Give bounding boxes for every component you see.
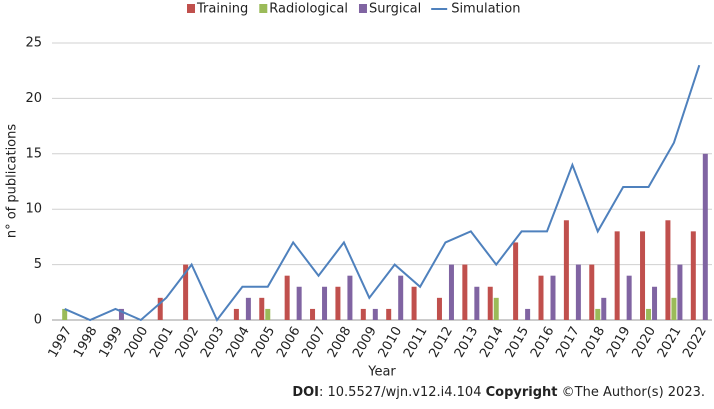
bar xyxy=(386,308,392,320)
x-tick-label: 1999 xyxy=(96,324,126,360)
y-tick-label: 15 xyxy=(25,146,42,161)
x-tick-label: 2021 xyxy=(655,324,685,360)
bar xyxy=(646,308,652,320)
bar xyxy=(448,264,454,320)
x-tick-label: 2010 xyxy=(376,324,406,360)
line xyxy=(64,64,701,322)
bar xyxy=(372,308,378,320)
y-tick-label: 20 xyxy=(25,91,42,106)
x-tick-label: 2007 xyxy=(299,324,329,360)
x-tick-label: 2008 xyxy=(325,324,355,360)
x-tick-label: 2022 xyxy=(680,324,710,360)
bar xyxy=(513,242,519,320)
x-tick-label: 2002 xyxy=(173,324,203,360)
bar xyxy=(601,297,607,320)
copyright-label: Copyright xyxy=(486,385,558,400)
bar xyxy=(589,264,595,320)
y-axis-label: n° of publications xyxy=(5,124,20,239)
bar xyxy=(335,286,341,320)
legend-swatch xyxy=(259,4,268,13)
bar xyxy=(259,297,265,320)
x-tick-label: 2015 xyxy=(503,324,533,360)
bar xyxy=(245,297,251,320)
bar xyxy=(296,286,302,320)
doi-label: DOI xyxy=(292,385,319,400)
bar xyxy=(614,231,620,320)
x-tick-label: 1997 xyxy=(46,324,76,360)
bar xyxy=(563,220,569,320)
bar xyxy=(183,264,189,320)
bar xyxy=(398,275,404,320)
x-tick-label: 2017 xyxy=(553,324,583,360)
copyright-text: ©The Author(s) 2023. xyxy=(558,385,705,400)
bar xyxy=(474,286,480,320)
legend-label: Surgical xyxy=(369,2,421,17)
bar xyxy=(411,286,417,320)
x-tick-label: 2012 xyxy=(426,324,456,360)
bar xyxy=(538,275,544,320)
bar xyxy=(436,297,442,320)
x-tick-label: 2018 xyxy=(579,324,609,360)
bar xyxy=(550,275,556,320)
bar xyxy=(652,286,658,320)
bar xyxy=(671,297,677,320)
legend-swatch xyxy=(187,4,195,13)
bar xyxy=(595,308,601,320)
y-tick-label: 5 xyxy=(34,257,42,272)
bar xyxy=(462,264,468,320)
bar xyxy=(347,275,353,320)
bar xyxy=(62,308,68,320)
bar xyxy=(310,308,316,320)
x-tick-label: 2005 xyxy=(249,324,279,360)
x-tick-label: 2001 xyxy=(147,324,177,360)
x-tick-label: 2000 xyxy=(122,324,152,360)
bar xyxy=(626,275,632,320)
legend-label: Training xyxy=(196,2,248,17)
bar xyxy=(690,231,696,320)
bar xyxy=(265,308,271,320)
x-tick-label: 2006 xyxy=(274,324,304,360)
y-tick-label: 10 xyxy=(25,202,42,217)
x-tick-label: 2013 xyxy=(452,324,482,360)
bar xyxy=(702,153,708,320)
legend-swatch xyxy=(358,4,367,13)
legend: Training Radiological Surgical Simulation xyxy=(187,2,520,17)
bar xyxy=(233,308,239,320)
x-tick-label: 2016 xyxy=(528,324,558,360)
x-tick-label: 2003 xyxy=(198,324,228,360)
bar xyxy=(284,275,290,320)
x-tick-label: 2020 xyxy=(629,324,659,360)
bar xyxy=(157,297,163,320)
bar xyxy=(665,220,671,320)
bar xyxy=(677,264,683,320)
x-tick-label: 2014 xyxy=(477,324,507,360)
x-tick-label: 2011 xyxy=(401,324,431,360)
footer: DOI: 10.5527/wjn.v12.i4.104 Copyright ©T… xyxy=(292,385,705,400)
bar xyxy=(487,286,493,320)
bar xyxy=(525,308,531,320)
x-tick-label: 2009 xyxy=(350,324,380,360)
x-axis-label: Year xyxy=(367,365,396,380)
x-tick-label: 2019 xyxy=(604,324,634,360)
y-tick-label: 25 xyxy=(25,36,42,51)
bar xyxy=(360,308,366,320)
doi-text: : 10.5527/wjn.v12.i4.104 xyxy=(319,385,486,400)
bar xyxy=(640,231,646,320)
y-tick-label: 0 xyxy=(34,313,42,328)
bar xyxy=(322,286,328,320)
x-tick-label: 2004 xyxy=(223,324,253,360)
bar xyxy=(493,297,499,320)
legend-label: Simulation xyxy=(451,2,520,17)
bar xyxy=(118,308,124,320)
bar xyxy=(575,264,581,320)
x-tick-label: 1998 xyxy=(71,324,101,360)
legend-label: Radiological xyxy=(269,2,348,17)
